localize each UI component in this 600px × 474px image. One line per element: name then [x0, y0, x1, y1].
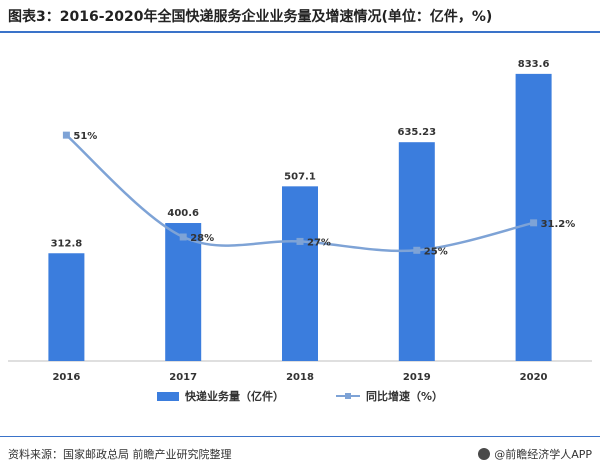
growth-line	[65, 134, 534, 253]
title-divider	[0, 31, 600, 33]
legend-label-volume: 快递业务量（亿件）	[184, 390, 284, 403]
chart-legend: 快递业务量（亿件） 同比增速（%）	[0, 388, 600, 404]
bar-label-2016: 312.8	[51, 238, 83, 249]
brand-logo-icon	[478, 448, 491, 460]
brand: @前瞻经济学人APP	[478, 446, 592, 462]
x-tick-label-2020: 2020	[520, 372, 548, 383]
growth-point-2020	[530, 219, 538, 227]
bar-label-2020: 833.6	[518, 59, 550, 70]
bar-2018	[282, 186, 318, 361]
growth-label-2017: 28%	[190, 233, 214, 244]
growth-point-2019	[413, 246, 421, 254]
footer-divider	[0, 436, 600, 437]
bar-label-2019: 635.23	[398, 127, 437, 138]
growth-point-2018	[296, 237, 304, 245]
growth-label-2018: 27%	[307, 237, 331, 248]
x-tick-label-2016: 2016	[52, 372, 80, 383]
footer: 资料来源：国家邮政总局 前瞻产业研究院整理 @前瞻经济学人APP	[8, 446, 592, 462]
growth-point-2016	[62, 131, 70, 139]
brand-text: @前瞻经济学人APP	[494, 448, 592, 461]
legend-item-volume[interactable]: 快递业务量（亿件）	[156, 388, 284, 404]
bar-2016	[48, 253, 85, 361]
bar-label-2018: 507.1	[284, 171, 316, 182]
growth-label-2019: 25%	[424, 246, 448, 257]
legend-label-growth: 同比增速（%）	[365, 390, 444, 403]
x-tick-label-2018: 2018	[286, 372, 314, 383]
bar-label-2017: 400.6	[167, 208, 199, 219]
legend-item-growth[interactable]: 同比增速（%）	[335, 388, 444, 404]
bar-2020	[515, 73, 552, 362]
x-tick-label-2017: 2017	[169, 372, 197, 383]
bar-2017	[165, 223, 202, 361]
growth-label-2020: 31.2%	[541, 219, 576, 230]
legend-swatch-bar	[156, 391, 179, 401]
chart-plot: 312.8 400.6 507.1 635.23 833.6 2016 2017 2018 20…	[8, 59, 592, 383]
growth-label-2016: 51%	[73, 131, 97, 142]
x-tick-label-2019: 2019	[403, 372, 431, 383]
chart-title: 图表3：2016-2020年全国快递服务企业业务量及增速情况(单位：亿件，%)	[8, 9, 493, 25]
legend-swatch-line	[335, 392, 360, 401]
growth-point-2017	[179, 233, 187, 241]
source-note: 资料来源：国家邮政总局 前瞻产业研究院整理	[8, 448, 232, 461]
